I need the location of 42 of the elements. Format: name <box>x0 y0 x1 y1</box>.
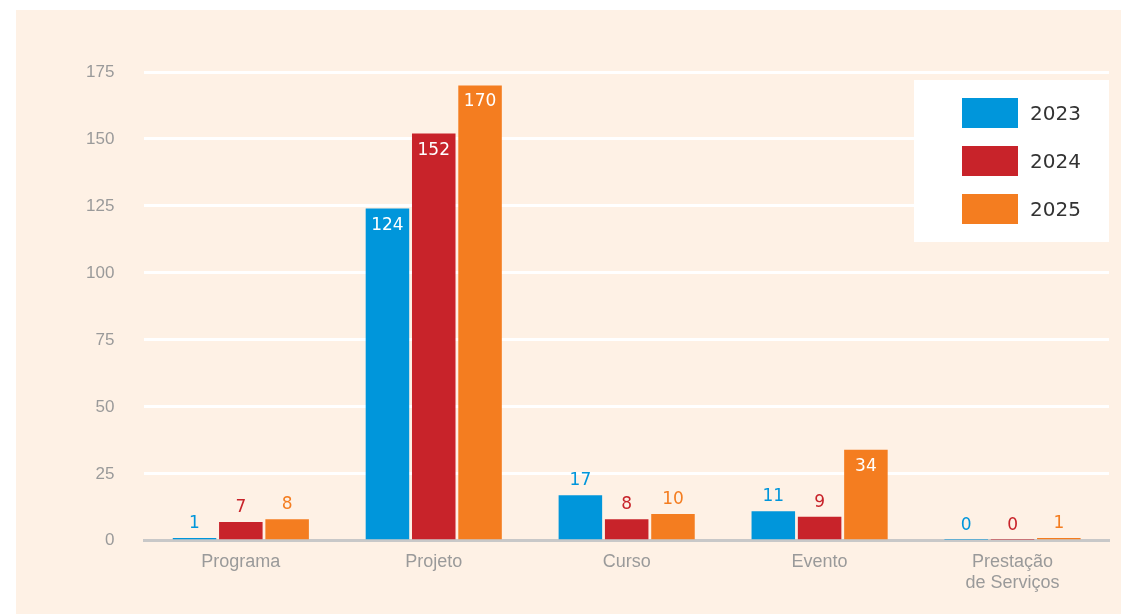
bar <box>797 516 842 540</box>
data-label: 9 <box>814 490 826 511</box>
y-tick-label: 25 <box>95 463 115 483</box>
y-tick-label: 0 <box>104 530 115 550</box>
data-label: 7 <box>235 495 247 516</box>
y-tick-label: 150 <box>85 128 115 148</box>
data-label: 10 <box>662 487 684 508</box>
bar <box>751 511 796 540</box>
x-tick-label: Programa <box>201 550 282 571</box>
data-label: 124 <box>371 213 404 234</box>
legend-label: 2024 <box>1030 149 1081 173</box>
data-label: 152 <box>417 138 450 159</box>
data-label: 0 <box>1007 513 1018 534</box>
x-tick-label: Curso <box>602 550 651 571</box>
legend-label: 2025 <box>1030 197 1081 221</box>
data-label: 11 <box>762 485 785 506</box>
bar <box>844 449 888 540</box>
x-tick-label: Evento <box>791 550 848 571</box>
data-label: 34 <box>855 454 877 475</box>
data-label: 8 <box>281 493 293 514</box>
bar <box>411 133 456 540</box>
x-tick-label: Prestação de Serviços <box>965 550 1060 593</box>
bar <box>651 514 695 540</box>
x-tick-label: Projeto <box>405 550 463 571</box>
y-tick-label: 175 <box>85 61 115 81</box>
data-label: 1 <box>189 512 200 533</box>
legend-label: 2023 <box>1030 101 1081 125</box>
bar <box>604 519 649 540</box>
bar <box>365 208 410 540</box>
bar <box>219 522 263 540</box>
bar <box>265 519 309 540</box>
y-tick-label: 50 <box>95 396 115 416</box>
y-tick-label: 100 <box>85 262 115 282</box>
bar <box>558 495 603 540</box>
y-tick-label: 125 <box>85 195 115 215</box>
bar <box>458 85 502 540</box>
data-label: 1 <box>1053 512 1065 533</box>
data-label: 0 <box>960 513 972 534</box>
data-label: 170 <box>463 90 497 111</box>
data-label: 17 <box>569 469 592 490</box>
data-label: 8 <box>621 493 633 514</box>
y-tick-label: 75 <box>95 329 115 349</box>
